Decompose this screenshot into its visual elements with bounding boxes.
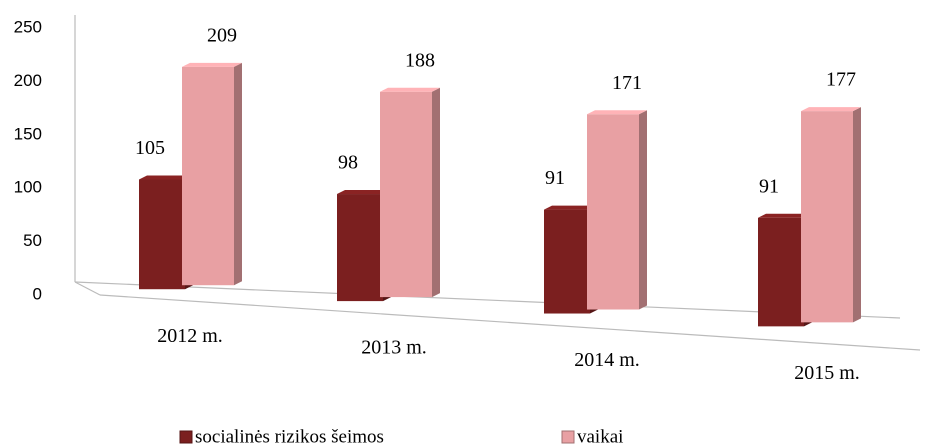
bar-side (234, 62, 242, 286)
bar-top (801, 107, 861, 112)
bar-side (639, 110, 647, 310)
bar-top (182, 62, 242, 67)
bar-side (853, 107, 861, 323)
value-label: 188 (405, 49, 435, 71)
legend-label: vaikai (577, 426, 623, 447)
y-tick-label: 150 (14, 124, 42, 143)
value-label: 91 (545, 167, 565, 189)
value-label: 177 (826, 69, 856, 91)
value-label: 98 (338, 152, 358, 174)
y-tick-label: 50 (23, 231, 42, 250)
bar (380, 91, 432, 298)
x-tick-label: 2014 m. (574, 349, 640, 371)
legend-label: socialinės rizikos šeimos (195, 426, 384, 447)
bar (182, 66, 234, 286)
bar (544, 209, 590, 314)
x-tick-label: 2015 m. (794, 362, 860, 384)
x-tick-label: 2013 m. (361, 337, 427, 359)
floor-front (99, 294, 921, 351)
bar (337, 194, 383, 302)
bar-top (337, 190, 391, 195)
y-tick-label: 0 (33, 284, 42, 303)
value-label: 91 (759, 175, 779, 197)
floor-side (74, 281, 101, 296)
value-label: 209 (207, 24, 237, 46)
bar-top (544, 205, 598, 210)
value-label: 105 (135, 137, 165, 159)
legend-swatch (561, 430, 575, 444)
bar (139, 179, 185, 290)
bar (801, 111, 853, 323)
y-tick-label: 100 (14, 178, 42, 197)
y-tick-label: 200 (14, 71, 42, 90)
value-label: 171 (612, 72, 642, 94)
bar (758, 217, 804, 327)
bar-top (139, 175, 193, 180)
bar-top (380, 87, 440, 92)
legend-swatch (179, 430, 193, 444)
bar (587, 114, 639, 310)
x-tick-label: 2012 m. (157, 325, 223, 347)
bar-side (432, 87, 440, 298)
bar-top (758, 213, 812, 218)
y-tick-label: 250 (14, 17, 42, 36)
bar-top (587, 110, 647, 115)
